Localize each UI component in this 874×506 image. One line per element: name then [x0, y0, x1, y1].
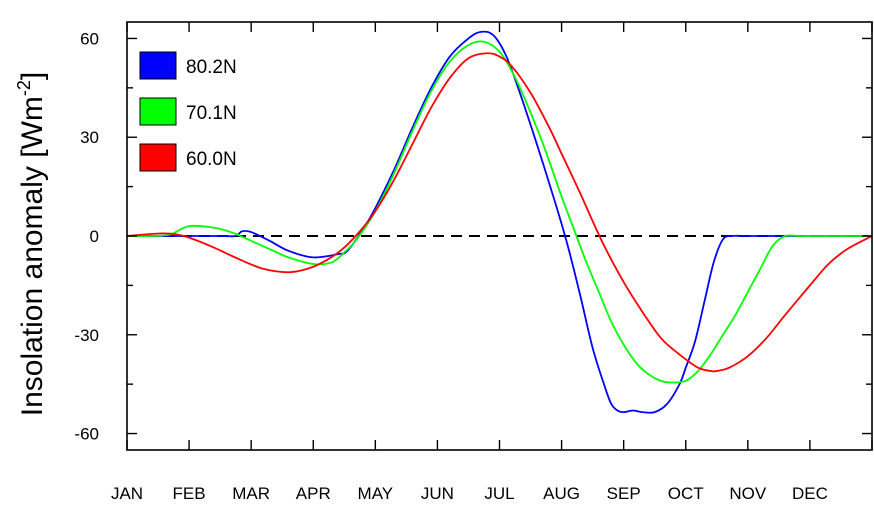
x-tick-label: JUN — [421, 484, 454, 503]
legend-swatch — [139, 97, 177, 126]
x-tick-label: MAR — [232, 484, 270, 503]
x-tick-label: MAY — [358, 484, 394, 503]
y-axis-title-close: ] — [16, 72, 49, 80]
x-tick-label: JAN — [111, 484, 143, 503]
x-tick-label: SEP — [607, 484, 641, 503]
series-line-60-0n — [126, 52, 873, 373]
series-line-80-2n — [127, 30, 872, 414]
y-axis-title-superscript: -2 — [14, 80, 34, 96]
legend-swatch — [139, 143, 177, 172]
x-tick-label: NOV — [729, 484, 767, 503]
y-tick-label: 60 — [80, 29, 99, 48]
legend: 80.2N 70.1N 60.0N — [139, 51, 237, 172]
y-tick-label: -30 — [74, 326, 99, 345]
y-tick-label: -60 — [74, 425, 99, 444]
legend-label: 60.0N — [186, 149, 237, 170]
legend-label: 80.2N — [186, 57, 237, 78]
x-tick-label: APR — [296, 484, 331, 503]
x-tick-label: FEB — [173, 484, 206, 503]
x-tick-label: AUG — [543, 484, 580, 503]
x-tick-label: DEC — [792, 484, 828, 503]
y-tick-label: 30 — [80, 128, 99, 147]
series-layer — [126, 30, 873, 414]
x-axis-ticks: JAN FEB MAR APR MAY JUN JUL AUG SEP OCT NOV DEC — [111, 22, 873, 503]
legend-swatch — [139, 51, 177, 80]
y-axis-title-main: Insolation anomaly [Wm — [16, 96, 49, 416]
y-axis-ticks: -60 -30 0 30 60 — [74, 29, 872, 444]
y-tick-label: 0 — [90, 227, 99, 246]
y-axis-title: Insolation anomaly [Wm-2] — [14, 72, 49, 417]
x-tick-label: JUL — [484, 484, 514, 503]
x-tick-label: OCT — [668, 484, 704, 503]
legend-label: 70.1N — [186, 103, 237, 124]
series-line-70-1n — [126, 40, 872, 384]
